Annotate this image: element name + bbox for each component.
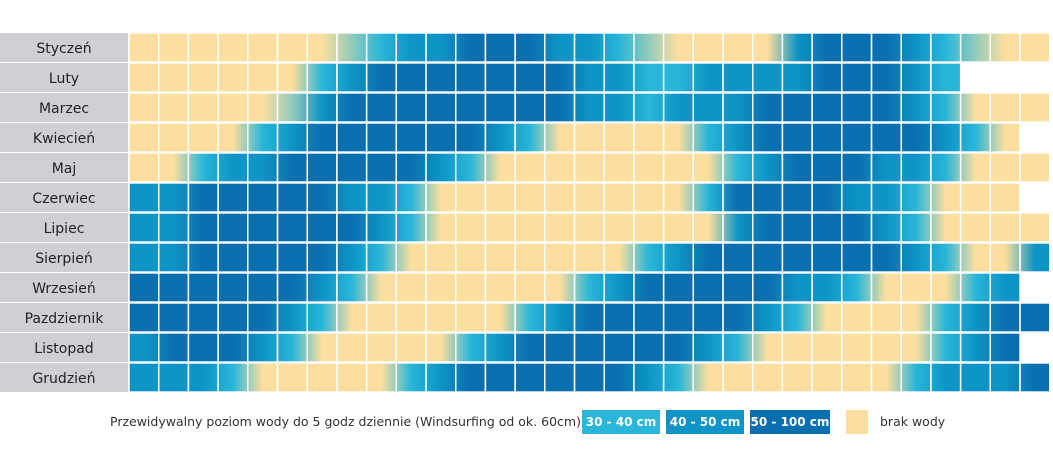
month-label: Sierpień	[35, 251, 92, 267]
month-label-cell	[0, 243, 128, 272]
legend-swatch-no-water	[846, 410, 868, 434]
month-label: Listopad	[34, 341, 93, 357]
month-label-cell	[0, 93, 128, 122]
month-label-cell	[0, 363, 128, 392]
row-band	[129, 213, 1050, 242]
day-cell	[1019, 92, 1051, 123]
day-cell	[989, 332, 1021, 363]
day-cell	[1019, 212, 1051, 243]
day-cell	[1019, 362, 1051, 393]
day-cell	[1019, 152, 1051, 183]
legend-item-50-100: 50 - 100 cm	[750, 410, 830, 434]
month-label: Kwiecień	[33, 131, 95, 147]
month-label-cell	[0, 303, 128, 332]
month-label-cell	[0, 273, 128, 302]
month-label: Marzec	[39, 101, 89, 117]
month-label-cell	[0, 63, 128, 92]
water-level-heatmap: Styczeń Luty Marzec Kwiecień Maj Czerwiec Lipi…	[0, 0, 1053, 393]
legend-item-30-40: 30 - 40 cm	[582, 410, 660, 434]
month-label-cell	[0, 213, 128, 242]
legend-caption: Przewidywalny poziom wody do 5 godz dzie…	[110, 414, 581, 429]
month-label: Pazdziernik	[25, 311, 105, 327]
legend: Przewidywalny poziom wody do 5 godz dzie…	[0, 408, 1053, 436]
row-band	[129, 153, 1050, 182]
month-label-cell	[0, 333, 128, 362]
month-label-cell	[0, 123, 128, 152]
header-band	[0, 0, 1053, 33]
day-cell	[989, 122, 1021, 153]
month-label: Maj	[52, 161, 77, 177]
month-label-cell	[0, 183, 128, 212]
month-label: Grudzień	[32, 371, 95, 387]
legend-label-no-water: brak wody	[880, 414, 946, 429]
row-band	[129, 243, 1050, 272]
legend-item-40-50: 40 - 50 cm	[666, 410, 744, 434]
month-label-cell	[0, 33, 128, 62]
day-cell	[989, 182, 1021, 213]
row-band	[129, 303, 1050, 332]
row-band	[129, 33, 1050, 62]
month-label: Wrzesień	[32, 281, 96, 297]
day-cell	[930, 62, 962, 93]
day-cell	[989, 272, 1021, 303]
row-band	[129, 363, 1050, 392]
day-cell	[1019, 242, 1051, 273]
month-label-cell	[0, 153, 128, 182]
month-label: Lipiec	[44, 221, 85, 237]
month-label: Luty	[49, 71, 79, 87]
row-band	[129, 93, 1050, 122]
month-label: Czerwiec	[32, 191, 95, 207]
month-label: Styczeń	[36, 41, 91, 57]
day-cell	[1019, 32, 1051, 63]
day-cell	[1019, 302, 1051, 333]
